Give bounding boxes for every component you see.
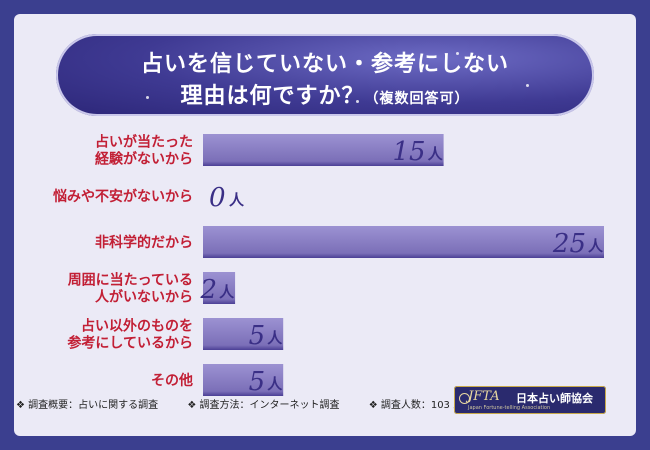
sparkle-icon xyxy=(146,96,149,99)
category-label: 占い以外のものを xyxy=(81,318,193,335)
logo-name: 日本占い師協会 xyxy=(516,392,593,405)
survey-overview: ❖ 調査概要：占いに関する調査 xyxy=(16,400,159,411)
category-label: 人がいないから xyxy=(95,289,193,306)
unit-label: 人 xyxy=(588,237,604,255)
category-label: 経験がないから xyxy=(95,151,193,168)
bar xyxy=(203,318,284,350)
unit-label: 人 xyxy=(219,283,235,301)
bar xyxy=(203,272,236,304)
bar xyxy=(203,364,284,396)
data-label: 0 xyxy=(209,183,226,213)
chart-card: 占いを信じていない・参考にしない 理由は何ですか？（複数回答可） xyxy=(14,14,636,436)
category-label: 悩みや不安がないから xyxy=(53,188,193,205)
bar xyxy=(203,226,604,258)
sparkle-icon xyxy=(356,100,359,103)
logo-abbr: JFTA xyxy=(468,389,500,404)
category-label: その他 xyxy=(151,372,193,389)
sparkle-icon xyxy=(456,52,459,55)
data-label: 2 xyxy=(200,275,218,305)
data-label: 5 xyxy=(249,321,266,351)
category-label: 占いが当たった xyxy=(95,134,193,151)
title-line-2-sub: （複数回答可） xyxy=(364,91,470,107)
title-banner: 占いを信じていない・参考にしない 理由は何ですか？（複数回答可） xyxy=(56,34,594,116)
data-label: 15 xyxy=(393,137,426,167)
unit-label: 人 xyxy=(229,191,245,209)
title-line-2-main: 理由は何ですか？ xyxy=(180,84,365,109)
category-label: 周囲に当たっている xyxy=(68,272,193,289)
logo-english: Japan Fortune-telling Association xyxy=(468,405,551,411)
unit-label: 人 xyxy=(267,329,283,347)
title-line-2: 理由は何ですか？（複数回答可） xyxy=(56,78,594,110)
unit-label: 人 xyxy=(267,375,283,393)
survey-method: ❖ 調査方法：インターネット調査 xyxy=(187,400,340,411)
moon-icon xyxy=(459,393,470,404)
survey-count: ❖ 調査人数：103 人 xyxy=(368,400,464,411)
bar xyxy=(203,134,444,166)
title-line-1: 占いを信じていない・参考にしない xyxy=(140,52,509,77)
category-label: 参考にしているから xyxy=(67,335,193,352)
data-label: 25 xyxy=(552,229,586,259)
jfta-logo: JFTA 日本占い師協会 Japan Fortune-telling Assoc… xyxy=(454,386,606,414)
survey-footer: ❖ 調査概要：占いに関する調査 ❖ 調査方法：インターネット調査 ❖ 調査人数：… xyxy=(16,396,489,411)
unit-label: 人 xyxy=(428,145,444,163)
sparkle-icon xyxy=(526,84,529,87)
category-label: 非科学的だから xyxy=(95,234,193,251)
data-label: 5 xyxy=(249,367,266,397)
